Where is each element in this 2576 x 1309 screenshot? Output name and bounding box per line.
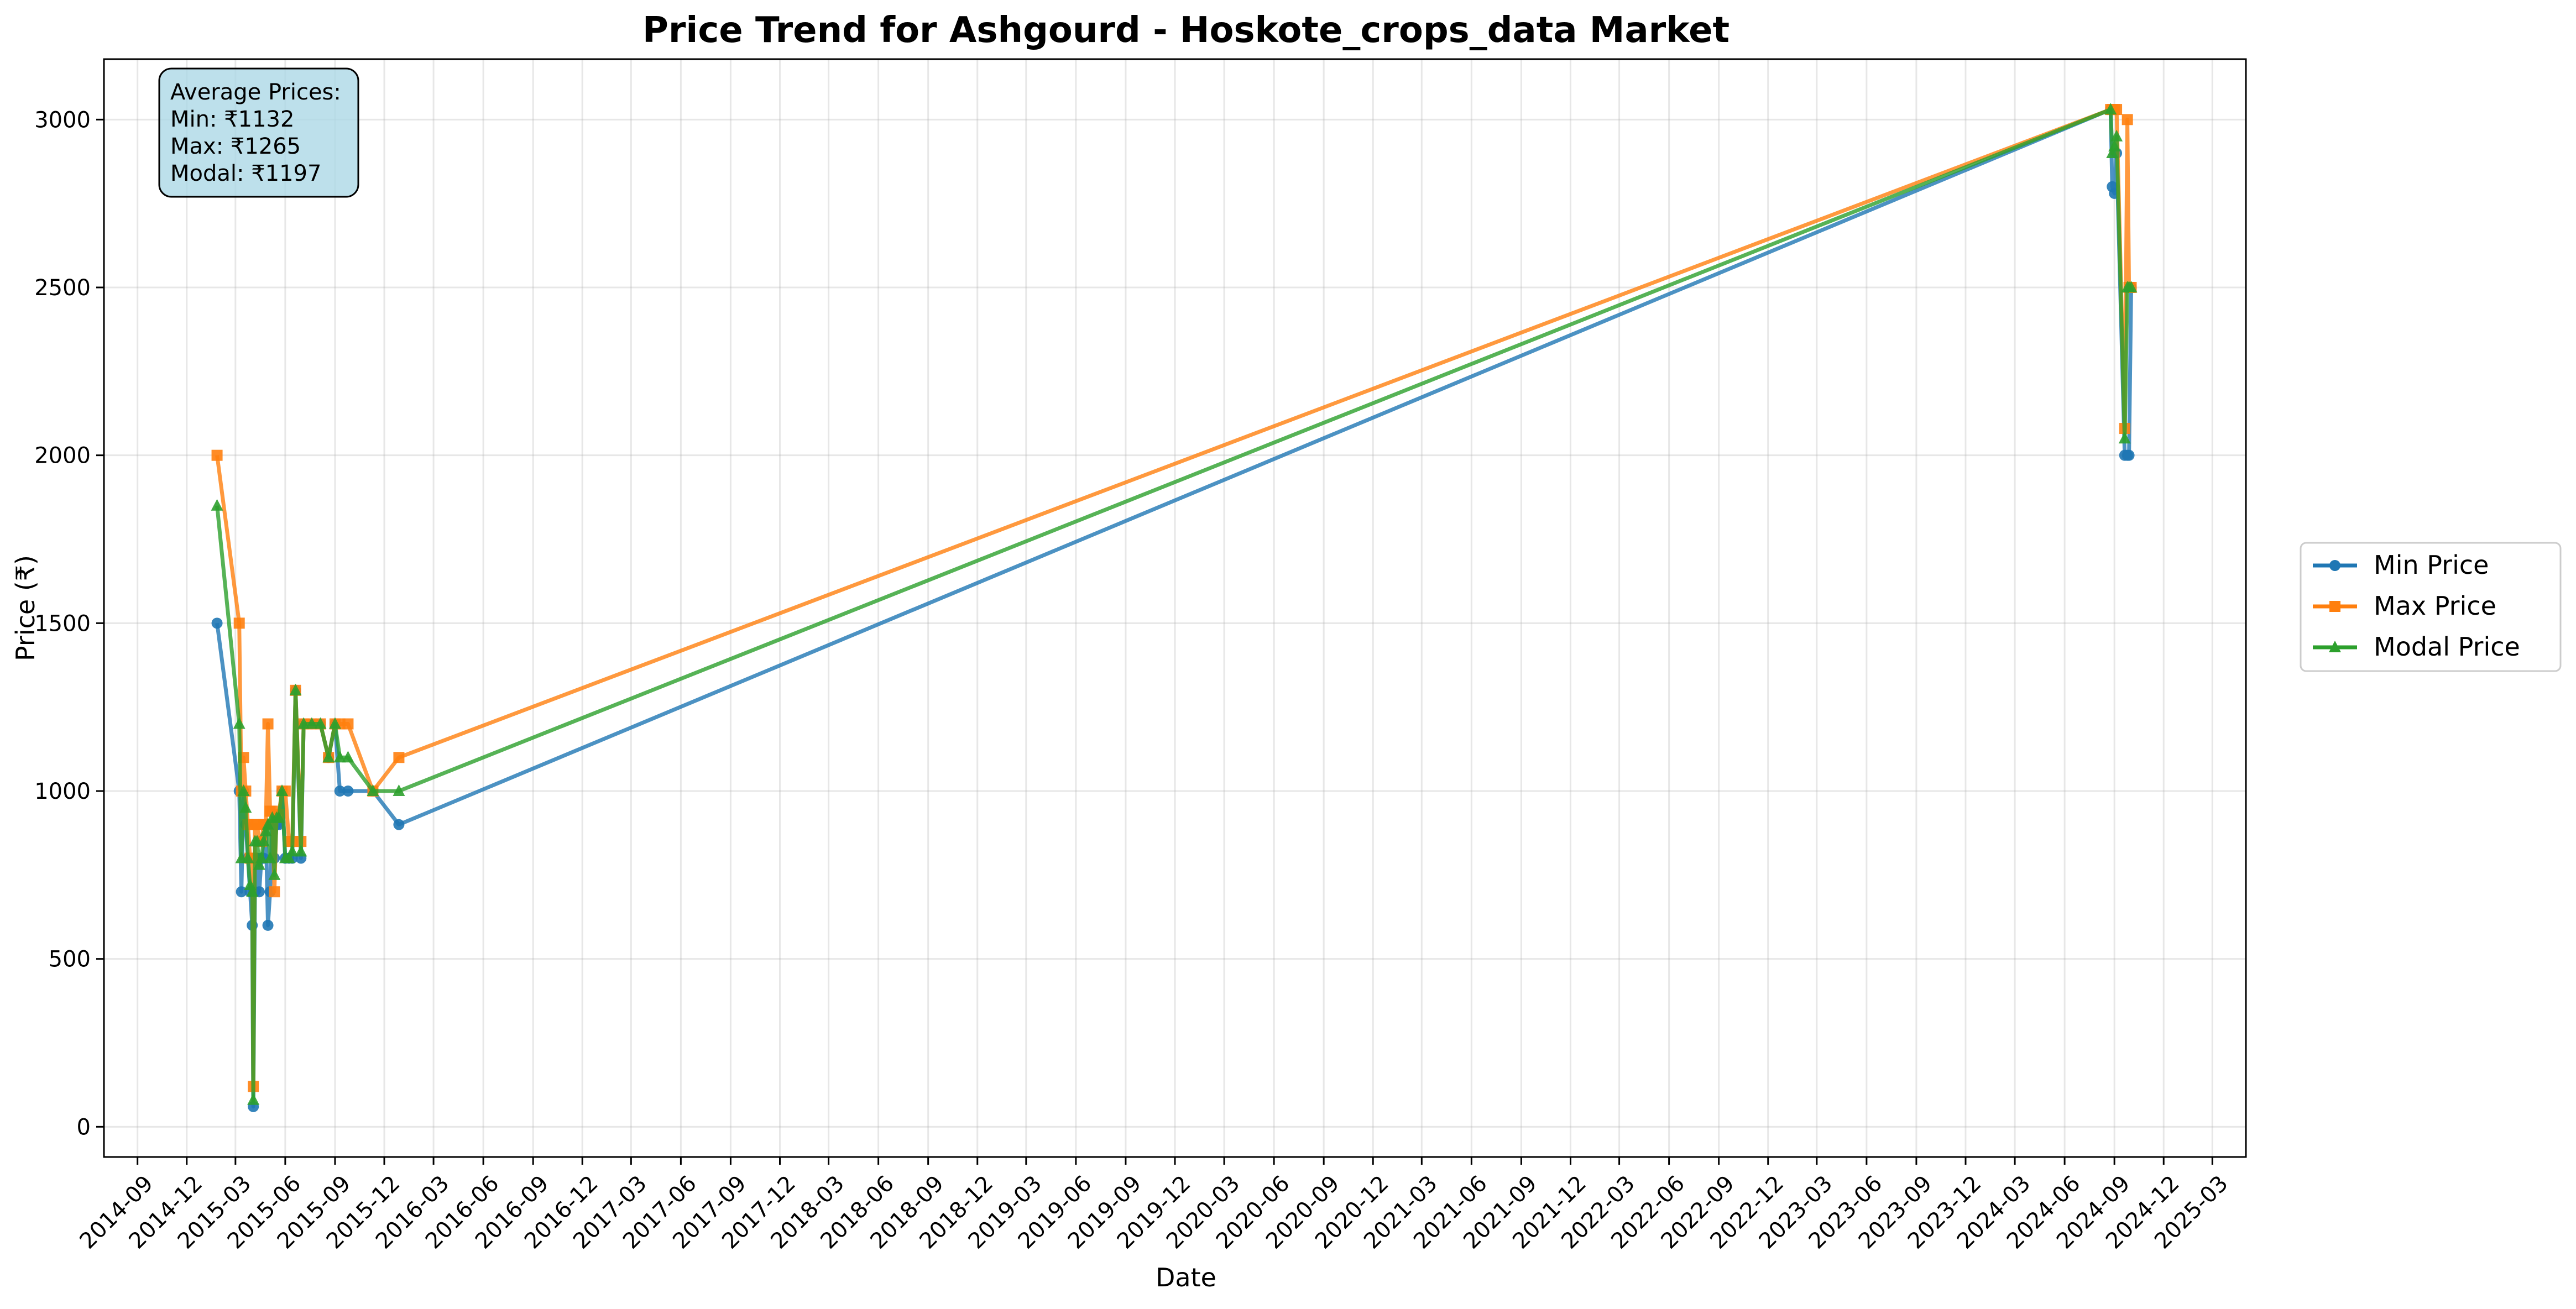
annotation-box <box>158 67 359 198</box>
data-point <box>2110 129 2123 142</box>
data-point <box>262 818 274 830</box>
data-point <box>239 801 252 813</box>
data-point <box>2104 103 2117 115</box>
annotation-line-max: Max: ₹1265 <box>170 134 301 159</box>
data-point <box>269 886 280 898</box>
data-point <box>242 851 254 863</box>
data-point <box>2125 280 2138 292</box>
data-point <box>2122 114 2133 125</box>
data-point <box>2108 139 2121 151</box>
annotation-line-min: Min: ₹1132 <box>170 107 294 132</box>
legend-entry-min-price: Min Price <box>2313 550 2489 580</box>
data-point <box>334 786 346 797</box>
legend-label-min-price: Min Price <box>2374 550 2489 580</box>
data-point <box>342 718 354 730</box>
data-point <box>264 851 276 863</box>
data-point <box>333 751 346 763</box>
y-tick-label: 1000 <box>34 779 91 804</box>
data-point <box>289 683 302 695</box>
data-point <box>2123 449 2135 461</box>
data-point <box>2118 432 2131 444</box>
data-point <box>393 784 405 796</box>
data-point <box>237 784 250 796</box>
series-lines <box>211 103 2138 1112</box>
y-tick-label: 0 <box>77 1114 91 1140</box>
data-point <box>342 751 354 763</box>
data-point <box>297 717 310 729</box>
data-point <box>393 752 405 763</box>
annotation-line-modal: Modal: ₹1197 <box>170 161 321 186</box>
data-point <box>305 717 318 729</box>
series-modal-price <box>211 103 2138 1105</box>
legend-label-max-price: Max Price <box>2374 591 2496 621</box>
data-point <box>211 499 223 511</box>
data-point <box>367 784 379 796</box>
y-tick-label: 2500 <box>34 275 91 301</box>
data-point <box>211 617 223 629</box>
legend: Min Price Max Price Modal Price <box>2300 542 2562 672</box>
data-point <box>211 449 223 461</box>
y-tick-label: 500 <box>49 947 91 972</box>
y-axis-ticks: 0 500 1000 1500 2000 2500 3000 <box>34 107 104 1140</box>
data-point <box>276 784 289 796</box>
data-point <box>268 868 281 880</box>
data-point <box>286 845 299 857</box>
legend-entry-modal-price: Modal Price <box>2313 632 2520 662</box>
data-point <box>342 786 354 797</box>
data-point <box>259 824 272 836</box>
data-point <box>393 819 405 830</box>
data-point <box>328 717 341 729</box>
data-point <box>253 858 265 870</box>
series-line-modal-price <box>215 107 2131 1102</box>
data-point <box>273 811 285 823</box>
legend-box <box>2300 542 2562 672</box>
y-axis-label: Price (₹) <box>11 555 40 661</box>
data-point <box>246 885 259 897</box>
legend-entry-max-price: Max Price <box>2313 591 2496 621</box>
data-point <box>262 919 274 931</box>
grid-lines <box>104 59 2246 1157</box>
y-tick-label: 2000 <box>34 443 91 469</box>
data-point <box>322 751 335 763</box>
data-point <box>314 717 327 729</box>
chart-title: Price Trend for Ashgourd - Hoskote_crops… <box>642 10 1729 51</box>
data-point <box>247 1093 260 1105</box>
x-axis-label: Date <box>1156 1263 1216 1292</box>
data-point <box>236 886 247 898</box>
y-tick-label: 3000 <box>34 107 91 133</box>
y-tick-label: 1500 <box>34 611 91 636</box>
data-point <box>283 851 295 863</box>
average-prices-annotation: Average Prices: Min: ₹1132 Max: ₹1265 Mo… <box>158 67 359 198</box>
data-point <box>262 718 274 730</box>
data-point <box>2106 146 2119 159</box>
data-point <box>295 845 307 857</box>
annotation-line-heading: Average Prices: <box>170 80 341 105</box>
data-point <box>255 851 268 863</box>
legend-label-modal-price: Modal Price <box>2374 632 2520 662</box>
data-point <box>257 835 270 847</box>
data-point <box>233 617 245 629</box>
data-point <box>233 717 245 729</box>
